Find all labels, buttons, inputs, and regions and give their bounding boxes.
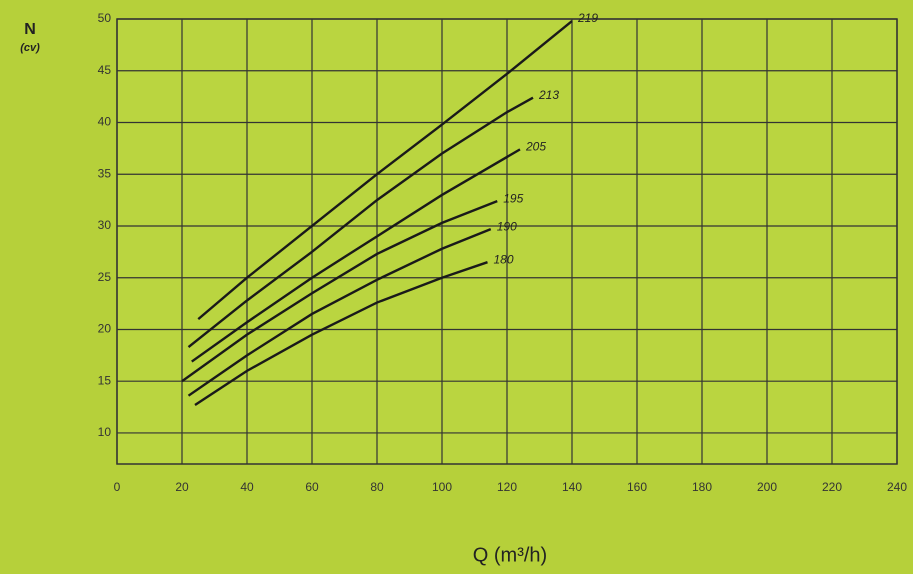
- x-tick-label: 40: [240, 480, 254, 494]
- x-tick-label: 180: [692, 480, 712, 494]
- series-label: 195: [503, 191, 523, 205]
- series-label: 180: [494, 252, 514, 266]
- y-tick-label: 25: [98, 270, 112, 284]
- x-tick-label: 100: [432, 480, 452, 494]
- x-tick-label: 80: [370, 480, 384, 494]
- x-tick-label: 240: [887, 480, 907, 494]
- y-axis-label: N: [24, 21, 36, 38]
- x-axis-label: Q (m³/h): [473, 544, 547, 566]
- series-label: 213: [538, 88, 559, 102]
- x-tick-label: 20: [175, 480, 189, 494]
- series-label: 219: [577, 11, 598, 25]
- x-tick-label: 120: [497, 480, 517, 494]
- y-tick-label: 10: [98, 425, 112, 439]
- y-axis-unit: (cv): [20, 42, 40, 54]
- x-tick-label: 60: [305, 480, 319, 494]
- y-tick-label: 35: [98, 166, 112, 180]
- x-tick-label: 0: [114, 480, 121, 494]
- series-line: [191, 148, 521, 363]
- series-line: [181, 200, 498, 383]
- x-tick-label: 160: [627, 480, 647, 494]
- series-label: 190: [497, 219, 517, 233]
- x-tick-label: 220: [822, 480, 842, 494]
- series-line: [197, 20, 573, 321]
- series-line: [187, 96, 534, 348]
- x-tick-label: 140: [562, 480, 582, 494]
- series-line: [194, 261, 488, 407]
- y-tick-label: 20: [98, 322, 112, 336]
- y-tick-label: 15: [98, 373, 112, 387]
- y-tick-label: 50: [98, 11, 112, 25]
- x-tick-label: 200: [757, 480, 777, 494]
- y-tick-label: 40: [98, 115, 112, 129]
- series-label: 205: [525, 140, 546, 154]
- series-line: [187, 227, 492, 397]
- y-tick-label: 30: [98, 218, 112, 232]
- y-tick-label: 45: [98, 63, 112, 77]
